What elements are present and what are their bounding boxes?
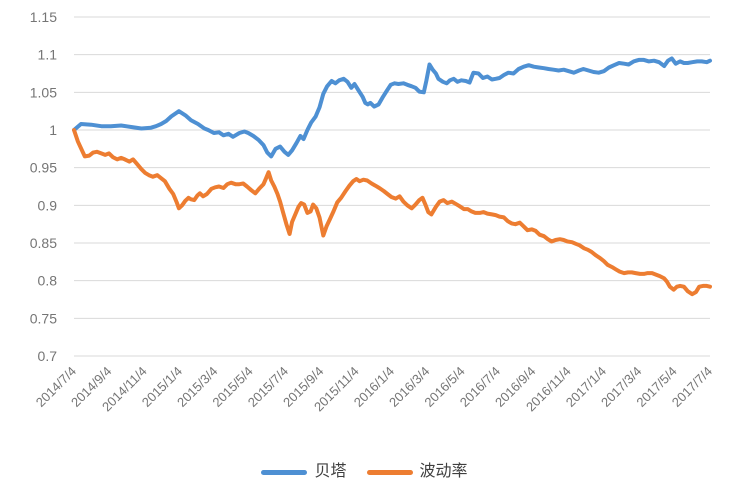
legend: 贝塔 波动率	[0, 464, 729, 480]
svg-text:0.75: 0.75	[30, 310, 57, 326]
y-axis-labels: 1.15 1.1 1.05 1 0.95 0.9 0.85 0.8 0.75 0.7	[30, 9, 57, 364]
svg-text:1.1: 1.1	[38, 47, 58, 63]
x-axis-labels: 2014/7/42014/9/42014/11/42015/1/42015/3/…	[33, 364, 715, 415]
svg-text:0.95: 0.95	[30, 160, 57, 176]
svg-text:0.7: 0.7	[38, 348, 58, 364]
svg-text:1.05: 1.05	[30, 84, 57, 100]
beta-line	[72, 56, 712, 159]
beta-line-swatch	[261, 469, 308, 475]
volatility-line	[72, 128, 712, 297]
svg-text:0.85: 0.85	[30, 235, 57, 251]
volatility-line-swatch	[366, 469, 413, 475]
svg-text:1.15: 1.15	[30, 9, 57, 25]
legend-item-beta[interactable]: 贝塔	[261, 463, 347, 480]
volatility-legend-label: 波动率	[419, 463, 468, 480]
beta-legend-label: 贝塔	[314, 463, 347, 480]
svg-text:0.9: 0.9	[38, 197, 58, 213]
svg-text:1: 1	[49, 122, 57, 138]
legend-item-volatility[interactable]: 波动率	[366, 463, 468, 480]
svg-text:0.8: 0.8	[38, 273, 58, 289]
